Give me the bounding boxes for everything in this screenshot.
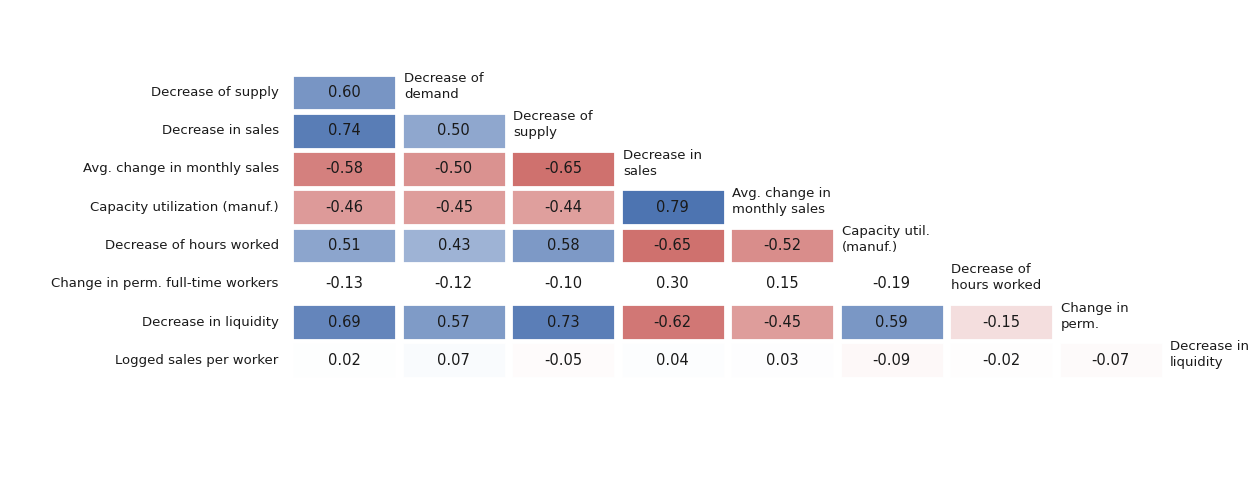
Bar xyxy=(292,189,397,225)
Bar xyxy=(292,266,397,302)
Text: 0.60: 0.60 xyxy=(328,85,360,100)
Text: 0.51: 0.51 xyxy=(328,238,360,253)
Bar xyxy=(402,342,506,378)
Text: -0.44: -0.44 xyxy=(545,200,582,215)
Bar xyxy=(402,228,506,263)
Text: 0.03: 0.03 xyxy=(766,353,798,368)
Bar xyxy=(292,304,397,340)
Text: -0.07: -0.07 xyxy=(1092,353,1130,368)
Text: -0.46: -0.46 xyxy=(325,200,364,215)
Bar xyxy=(292,228,397,263)
Text: -0.05: -0.05 xyxy=(545,353,582,368)
Text: Decrease of
hours worked: Decrease of hours worked xyxy=(951,263,1042,292)
Bar xyxy=(511,228,615,263)
Text: Change in
perm.: Change in perm. xyxy=(1060,302,1128,330)
Text: 0.59: 0.59 xyxy=(875,315,907,329)
Bar xyxy=(292,75,397,110)
Bar xyxy=(402,266,506,302)
Bar xyxy=(402,113,506,149)
Text: 0.58: 0.58 xyxy=(547,238,580,253)
Bar xyxy=(840,266,944,302)
Text: Decrease in
liquidity: Decrease in liquidity xyxy=(1170,340,1249,369)
Bar xyxy=(402,151,506,187)
Text: Change in perm. full-time workers: Change in perm. full-time workers xyxy=(51,277,279,290)
Text: -0.13: -0.13 xyxy=(325,276,363,291)
Text: -0.45: -0.45 xyxy=(434,200,473,215)
Text: 0.30: 0.30 xyxy=(656,276,689,291)
Bar xyxy=(949,342,1053,378)
Text: -0.62: -0.62 xyxy=(654,315,692,329)
Text: -0.12: -0.12 xyxy=(434,276,473,291)
Bar xyxy=(511,304,615,340)
Bar xyxy=(730,304,835,340)
Bar xyxy=(511,266,615,302)
Bar xyxy=(292,151,397,187)
Text: Decrease of
supply: Decrease of supply xyxy=(513,110,594,139)
Bar xyxy=(621,342,724,378)
Bar xyxy=(621,189,724,225)
Text: -0.52: -0.52 xyxy=(763,238,801,253)
Text: 0.73: 0.73 xyxy=(547,315,580,329)
Text: -0.50: -0.50 xyxy=(434,162,473,176)
Text: -0.19: -0.19 xyxy=(872,276,911,291)
Bar xyxy=(621,304,724,340)
Text: Decrease in
sales: Decrease in sales xyxy=(622,149,702,177)
Text: Logged sales per worker: Logged sales per worker xyxy=(115,354,279,367)
Bar xyxy=(840,342,944,378)
Text: 0.43: 0.43 xyxy=(438,238,471,253)
Text: Avg. change in monthly sales: Avg. change in monthly sales xyxy=(83,163,279,175)
Text: -0.45: -0.45 xyxy=(763,315,801,329)
Text: -0.65: -0.65 xyxy=(654,238,692,253)
Text: -0.58: -0.58 xyxy=(325,162,364,176)
Bar xyxy=(511,342,615,378)
Text: -0.02: -0.02 xyxy=(981,353,1020,368)
Text: -0.10: -0.10 xyxy=(545,276,582,291)
Text: 0.50: 0.50 xyxy=(438,123,471,138)
Bar xyxy=(511,189,615,225)
Text: Decrease in sales: Decrease in sales xyxy=(162,124,279,137)
Text: Capacity utilization (manuf.): Capacity utilization (manuf.) xyxy=(90,201,279,214)
Bar xyxy=(402,189,506,225)
Bar xyxy=(511,151,615,187)
Text: 0.02: 0.02 xyxy=(328,353,360,368)
Text: 0.69: 0.69 xyxy=(328,315,360,329)
Text: Decrease of
demand: Decrease of demand xyxy=(404,72,483,101)
Text: -0.15: -0.15 xyxy=(983,315,1020,329)
Bar xyxy=(730,342,835,378)
Text: 0.57: 0.57 xyxy=(438,315,471,329)
Bar xyxy=(840,304,944,340)
Bar xyxy=(621,228,724,263)
Bar xyxy=(402,304,506,340)
Text: 0.15: 0.15 xyxy=(766,276,798,291)
Text: -0.09: -0.09 xyxy=(872,353,911,368)
Text: Avg. change in
monthly sales: Avg. change in monthly sales xyxy=(733,187,831,216)
Bar xyxy=(292,113,397,149)
Text: Decrease in liquidity: Decrease in liquidity xyxy=(142,316,279,329)
Text: Decrease of hours worked: Decrease of hours worked xyxy=(104,239,279,252)
Text: -0.65: -0.65 xyxy=(545,162,582,176)
Bar xyxy=(730,228,835,263)
Text: Capacity util.
(manuf.): Capacity util. (manuf.) xyxy=(842,225,930,254)
Bar xyxy=(621,266,724,302)
Text: Decrease of supply: Decrease of supply xyxy=(151,86,279,99)
Bar xyxy=(730,266,835,302)
Bar xyxy=(949,304,1053,340)
Bar xyxy=(1058,342,1162,378)
Text: 0.07: 0.07 xyxy=(437,353,471,368)
Text: 0.79: 0.79 xyxy=(656,200,689,215)
Bar xyxy=(292,342,397,378)
Text: 0.74: 0.74 xyxy=(328,123,360,138)
Text: 0.04: 0.04 xyxy=(656,353,689,368)
